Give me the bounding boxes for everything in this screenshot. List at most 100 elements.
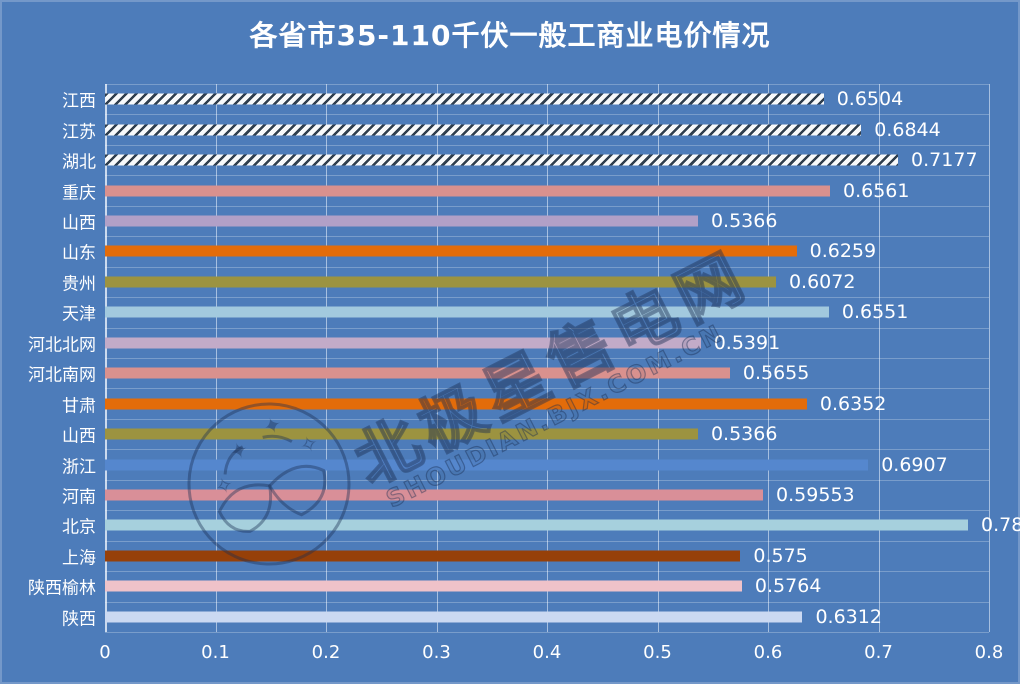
bar [105, 215, 698, 227]
gridline-horizontal [105, 84, 989, 85]
x-tick-label: 0.6 [753, 642, 783, 663]
x-tick-label: 0.8 [974, 642, 1004, 663]
bar-row: 陕西 0.6312 [62, 602, 989, 632]
gridline-horizontal [105, 327, 989, 329]
bar [105, 306, 829, 318]
value-label: 0.5391 [713, 331, 781, 354]
bar [105, 245, 797, 257]
bar-row: 山东 0.6259 [62, 236, 989, 266]
plot-area: 江西 0.6504 江苏 0.6844 湖北 0.7177 重庆 0.6561 山西 0.5366… [28, 84, 1020, 633]
value-label: 0.6072 [788, 270, 856, 293]
bar [105, 185, 830, 197]
bar-row: 天津 0.6551 [62, 297, 989, 327]
value-label: 0.6259 [809, 240, 877, 263]
value-label: 0.6551 [841, 301, 909, 324]
value-label: 0.6844 [874, 118, 941, 141]
category-label: 山东 [62, 243, 96, 264]
category-label: 江苏 [62, 122, 96, 143]
gridline-horizontal [105, 540, 989, 542]
bar [105, 519, 968, 531]
gridline-horizontal [105, 479, 989, 481]
value-label: 0.6312 [815, 605, 882, 628]
value-label: 0.6352 [819, 392, 887, 415]
category-label: 山西 [62, 213, 96, 234]
bar [105, 337, 701, 349]
bar-row: 河北北网 0.5391 [28, 328, 989, 358]
bar [105, 367, 730, 379]
gridline-vertical [768, 84, 769, 632]
bar [105, 611, 803, 623]
gridline-horizontal [105, 388, 989, 390]
x-tick-label: 0.5 [643, 642, 672, 663]
category-label: 天津 [62, 304, 96, 325]
bar [105, 489, 764, 501]
bar-row: 贵州 0.6072 [62, 267, 989, 297]
category-label: 甘肃 [62, 396, 96, 417]
gridline-horizontal [105, 236, 989, 238]
chart-title: 各省市35-110千伏一般工商业电价情况 [249, 19, 771, 52]
category-label: 重庆 [62, 183, 96, 204]
gridline-horizontal [105, 114, 989, 116]
y-axis-line [105, 84, 107, 632]
bar-row: 上海 0.575 [62, 541, 989, 571]
category-label: 贵州 [62, 274, 96, 295]
value-label: 0.781 [981, 514, 1020, 537]
bar [105, 93, 824, 105]
value-label: 0.5366 [710, 209, 778, 232]
value-label: 0.6561 [842, 179, 910, 202]
value-label: 0.575 [753, 544, 808, 567]
bar [105, 580, 742, 592]
gridline-vertical [326, 84, 327, 632]
category-label: 江西 [62, 91, 96, 112]
bar-row: 河北南网 0.5655 [28, 358, 989, 388]
category-label: 上海 [62, 548, 96, 569]
gridline-vertical [878, 84, 880, 632]
gridline-horizontal [105, 266, 989, 268]
bar-row: 浙江 0.6907 [62, 449, 989, 479]
bar-row: 重庆 0.6561 [62, 175, 989, 205]
bar-row: 湖北 0.7177 [62, 145, 989, 175]
gridline-horizontal [105, 175, 989, 177]
x-tick-label: 0 [99, 642, 111, 663]
category-label: 陕西 [62, 609, 96, 630]
bar [105, 398, 807, 410]
gridline-horizontal [105, 418, 989, 420]
bar-row: 江苏 0.6844 [62, 114, 989, 144]
category-label: 陕西榆林 [28, 578, 96, 599]
gridline-horizontal [105, 144, 989, 146]
bar-row: 山西 0.5366 [62, 206, 989, 236]
gridline-horizontal [105, 571, 989, 573]
category-label: 山西 [62, 426, 96, 447]
bar-row: 北京 0.781 [62, 510, 1020, 540]
bar [105, 154, 899, 166]
bar [105, 124, 862, 136]
gridline-vertical [547, 84, 548, 632]
value-label: 0.5764 [754, 575, 822, 598]
gridline-horizontal [105, 632, 989, 633]
gridline-vertical [657, 84, 659, 632]
x-tick-label: 0.2 [311, 642, 341, 663]
gridline-horizontal [105, 297, 989, 299]
value-label: 0.5366 [710, 423, 778, 446]
gridline-horizontal [105, 205, 989, 207]
x-tick-label: 0.1 [201, 642, 230, 663]
bar-row: 河南 0.59553 [62, 480, 989, 510]
category-label: 河北北网 [28, 335, 96, 356]
bar [105, 428, 698, 440]
x-tick-label: 0.7 [864, 642, 893, 663]
bar [105, 276, 776, 288]
value-label: 0.5655 [742, 362, 810, 385]
category-label: 河北南网 [28, 365, 96, 386]
category-label: 湖北 [62, 152, 96, 173]
gridline-vertical [436, 84, 438, 632]
gridline-horizontal [105, 449, 989, 451]
gridline-horizontal [105, 510, 989, 512]
gridline-horizontal [105, 601, 989, 603]
bar-row: 山西 0.5366 [62, 419, 989, 449]
value-label: 0.6504 [836, 88, 904, 111]
category-label: 河南 [62, 487, 96, 508]
x-tick-label: 0.3 [422, 642, 451, 663]
gridline-horizontal [105, 358, 989, 359]
value-label: 0.59553 [776, 483, 855, 506]
gridline-vertical [989, 84, 990, 632]
